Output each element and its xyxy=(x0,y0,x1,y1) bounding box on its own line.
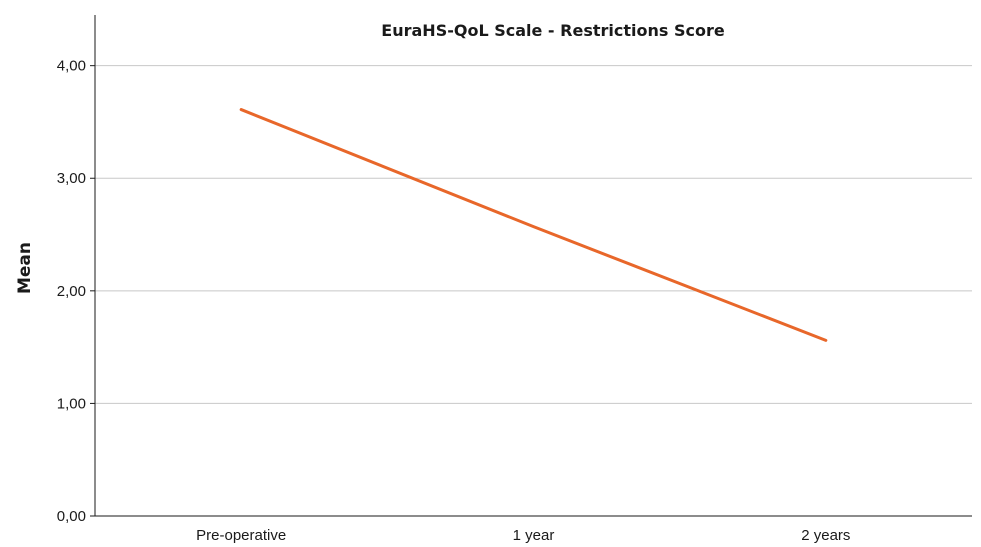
y-tick-label: 1,00 xyxy=(57,395,86,412)
x-tick-label: Pre-operative xyxy=(196,527,286,544)
y-axis-label: Mean xyxy=(15,242,35,294)
x-axis-ticks: Pre-operative 1 year 2 years xyxy=(196,527,850,544)
x-tick-label: 2 years xyxy=(801,527,850,544)
y-tick-label: 0,00 xyxy=(57,508,86,525)
y-tick-label: 3,00 xyxy=(57,170,86,187)
y-tick-label: 2,00 xyxy=(57,283,86,300)
gridlines xyxy=(95,65,972,404)
y-tick-label: 4,00 xyxy=(57,58,86,75)
series-group xyxy=(239,108,828,342)
chart-title: EuraHS-QoL Scale - Restrictions Score xyxy=(381,21,725,40)
series-line xyxy=(239,108,828,342)
x-tick-label: 1 year xyxy=(513,527,555,544)
y-axis-ticks: 0,00 1,00 2,00 3,00 4,00 xyxy=(57,58,95,525)
